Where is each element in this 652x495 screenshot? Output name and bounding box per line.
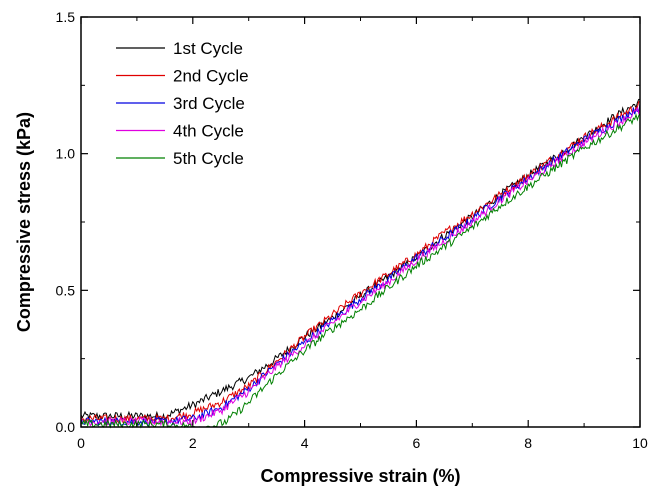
series-layer [80,98,641,429]
y-tick-label: 0.0 [56,419,76,435]
legend: 1st Cycle 2nd Cycle 3rd Cycle 4th Cycle 5th … [116,39,249,168]
legend-label-2: 2nd Cycle [173,67,249,86]
x-tick-label: 4 [301,435,309,451]
y-axis-title: Compressive stress (kPa) [14,112,34,332]
legend-label-4: 4th Cycle [173,122,244,141]
x-tick-label: 2 [189,435,197,451]
y-tick-label: 0.5 [56,282,76,298]
x-tick-label: 6 [413,435,421,451]
y-tick-label: 1.5 [56,9,76,25]
series-line-4 [80,106,641,427]
series-line-2 [80,101,641,425]
series-line-1 [80,98,641,422]
x-tick-label: 0 [77,435,85,451]
series-line-5 [80,112,641,429]
ticks-layer: 0 2 4 6 8 10 0.0 0.5 1.0 1.5 [56,9,648,451]
legend-label-5: 5th Cycle [173,149,244,168]
y-tick-label: 1.0 [56,146,76,162]
legend-label-1: 1st Cycle [173,39,243,58]
plot-frame [80,16,641,428]
x-axis-title: Compressive strain (%) [260,466,460,486]
x-tick-label: 8 [524,435,532,451]
series-line-3 [80,103,641,428]
x-tick-label: 10 [632,435,648,451]
legend-label-3: 3rd Cycle [173,94,245,113]
